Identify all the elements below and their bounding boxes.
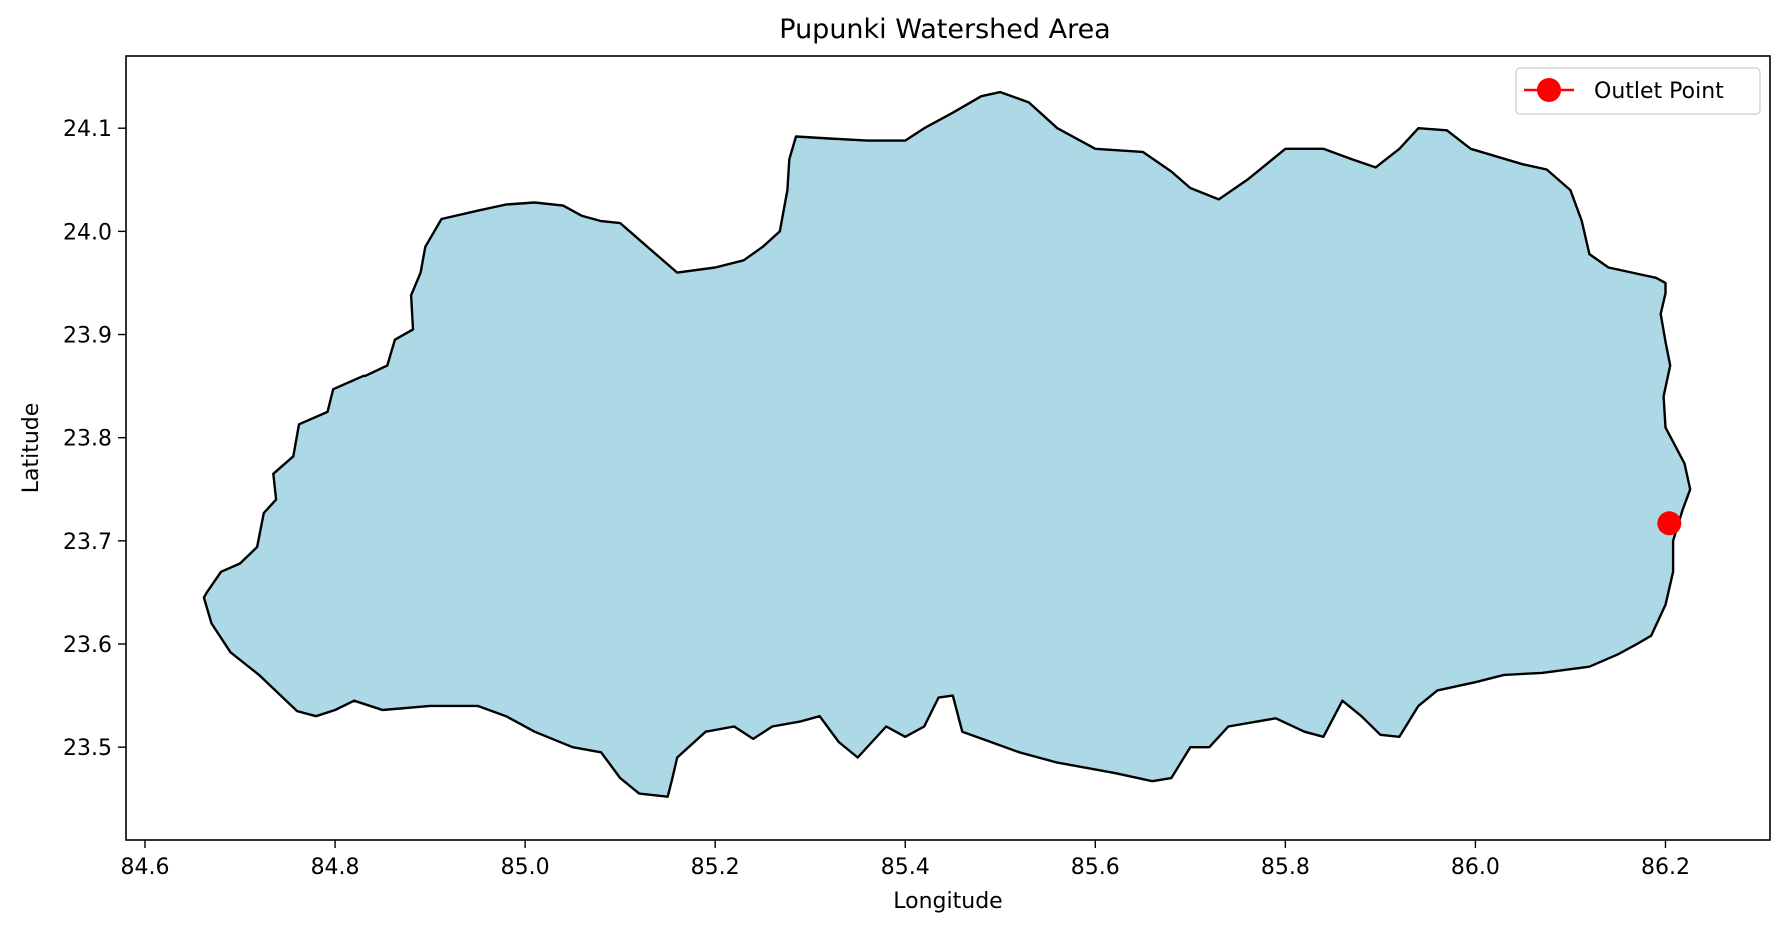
x-tick-label: 86.2	[1641, 855, 1690, 880]
x-tick-label: 86.0	[1451, 855, 1500, 880]
y-axis-label: Latitude	[19, 403, 44, 494]
legend-box	[1515, 67, 1761, 115]
x-tick-label: 85.6	[1071, 855, 1120, 880]
y-tick-label: 23.7	[63, 530, 112, 555]
legend: Outlet Point	[1515, 67, 1761, 115]
x-tick-label: 84.8	[311, 855, 360, 880]
axes-frame	[125, 55, 1771, 841]
x-tick-label: 85.2	[691, 855, 740, 880]
x-tick-label: 85.4	[881, 855, 930, 880]
y-axis-ticks: 23.5 23.6 23.7 23.8 23.9 24.0 24.1	[63, 117, 126, 761]
x-axis-ticks: 84.6 84.8 85.0 85.2 85.4 85.6 85.8 86.0 86.2	[121, 840, 1690, 880]
x-axis-label: Longitude	[893, 889, 1002, 914]
x-tick-label: 85.0	[501, 855, 550, 880]
watershed-polygon	[202, 90, 1692, 798]
y-tick-label: 23.5	[63, 736, 112, 761]
y-tick-label: 23.8	[63, 427, 112, 452]
y-tick-label: 24.0	[63, 220, 112, 245]
x-tick-label: 85.8	[1261, 855, 1310, 880]
x-tick-label: 84.6	[121, 855, 170, 880]
y-tick-label: 23.9	[63, 324, 112, 349]
legend-marker-icon	[1537, 78, 1561, 102]
outlet-point-marker	[1657, 511, 1682, 536]
chart-title: Pupunki Watershed Area	[779, 14, 1110, 45]
y-tick-label: 23.6	[63, 633, 112, 658]
legend-label-outlet-point: Outlet Point	[1594, 79, 1724, 104]
plot-area	[202, 90, 1692, 798]
y-tick-label: 24.1	[63, 117, 112, 142]
